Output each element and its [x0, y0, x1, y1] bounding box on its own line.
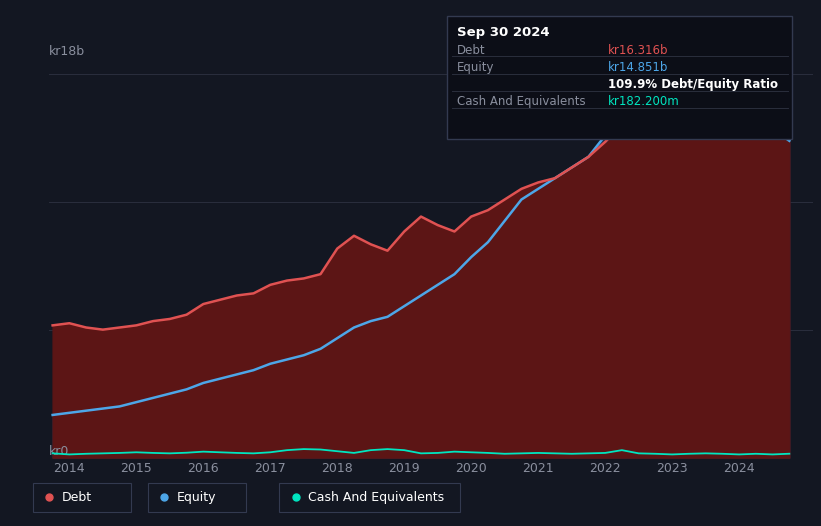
Text: kr14.851b: kr14.851b	[608, 61, 668, 74]
Text: kr18b: kr18b	[48, 45, 85, 58]
Text: kr182.200m: kr182.200m	[608, 95, 679, 108]
Text: Cash And Equivalents: Cash And Equivalents	[308, 491, 444, 503]
Text: kr16.316b: kr16.316b	[608, 44, 668, 57]
Text: Debt: Debt	[62, 491, 92, 503]
Text: Debt: Debt	[457, 44, 486, 57]
Text: Sep 30 2024: Sep 30 2024	[457, 26, 550, 39]
Text: Equity: Equity	[457, 61, 495, 74]
Text: 109.9% Debt/Equity Ratio: 109.9% Debt/Equity Ratio	[608, 78, 777, 92]
Text: kr0: kr0	[48, 444, 69, 458]
Text: Equity: Equity	[177, 491, 216, 503]
Text: Cash And Equivalents: Cash And Equivalents	[457, 95, 586, 108]
